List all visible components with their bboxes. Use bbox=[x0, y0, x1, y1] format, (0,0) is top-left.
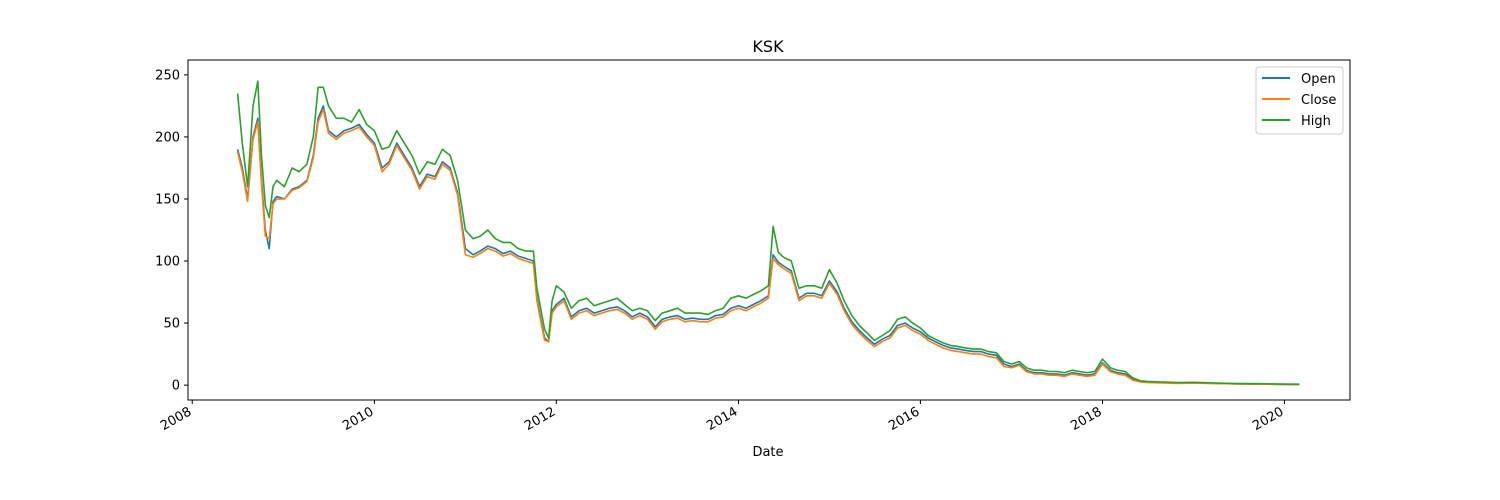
legend-label-high: High bbox=[1301, 114, 1331, 129]
x-axis: 2008 2010 2012 2014 2016 2018 2020 bbox=[158, 400, 1286, 434]
legend: Open Close High bbox=[1255, 66, 1344, 135]
y-tick-label-0: 0 bbox=[172, 379, 180, 394]
chart-title: KSK bbox=[752, 37, 784, 56]
x-axis-title: Date bbox=[752, 445, 783, 460]
series-layer bbox=[236, 80, 1300, 386]
x-tick-label-2020: 2020 bbox=[1250, 404, 1286, 434]
x-tick-label-2008: 2008 bbox=[158, 404, 194, 434]
y-tick-label-150: 150 bbox=[155, 192, 180, 207]
series-line-close bbox=[236, 108, 1300, 386]
x-tick-label-2014: 2014 bbox=[704, 404, 740, 434]
y-tick-label-100: 100 bbox=[155, 255, 180, 270]
legend-box bbox=[1255, 66, 1344, 135]
plot-frame bbox=[187, 59, 1351, 401]
y-tick-label-250: 250 bbox=[155, 68, 180, 83]
series-line-open bbox=[236, 105, 1300, 386]
legend-label-open: Open bbox=[1301, 72, 1336, 87]
y-tick-label-50: 50 bbox=[163, 317, 180, 332]
y-tick-label-200: 200 bbox=[155, 130, 180, 145]
x-tick-label-2010: 2010 bbox=[340, 404, 376, 434]
x-tick-label-2018: 2018 bbox=[1068, 404, 1104, 434]
legend-label-close: Close bbox=[1301, 93, 1336, 108]
legend-item-open: Open bbox=[1262, 72, 1336, 87]
legend-item-close: Close bbox=[1262, 93, 1336, 108]
legend-item-high: High bbox=[1262, 114, 1331, 129]
x-tick-label-2016: 2016 bbox=[886, 404, 922, 434]
series-line-high bbox=[236, 80, 1300, 385]
x-tick-label-2012: 2012 bbox=[522, 404, 558, 434]
y-axis: 0 50 100 150 200 250 bbox=[155, 68, 188, 394]
